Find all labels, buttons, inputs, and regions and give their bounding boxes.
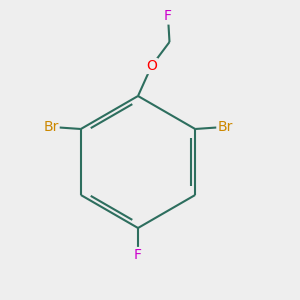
Text: Br: Br bbox=[43, 121, 58, 134]
Text: F: F bbox=[134, 248, 142, 262]
Text: O: O bbox=[146, 59, 157, 73]
Text: Br: Br bbox=[218, 121, 233, 134]
Text: F: F bbox=[164, 10, 172, 23]
